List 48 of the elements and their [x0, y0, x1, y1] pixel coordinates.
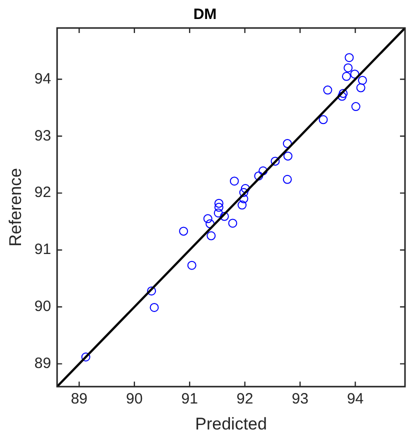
point	[239, 188, 248, 197]
point	[240, 184, 250, 194]
point	[323, 86, 332, 95]
y-tick-label: 93	[34, 127, 52, 144]
y-tick-label: 91	[34, 241, 52, 258]
point	[270, 156, 280, 166]
y-axis-title: Reference	[6, 168, 25, 247]
point	[344, 53, 354, 62]
point	[350, 70, 360, 79]
point	[344, 63, 353, 72]
point	[81, 352, 90, 362]
y-tick-label: 92	[34, 184, 52, 202]
point	[318, 115, 328, 124]
point	[187, 260, 196, 270]
point	[238, 200, 247, 210]
point	[150, 302, 159, 312]
point	[147, 286, 156, 296]
point	[220, 212, 229, 221]
y-tick-label: 89	[34, 354, 52, 372]
point	[203, 214, 212, 224]
x-tick-label: 92	[236, 390, 254, 408]
point	[338, 88, 348, 98]
point	[356, 83, 366, 92]
point	[214, 198, 224, 208]
x-tick-label: 90	[126, 390, 143, 408]
point	[342, 72, 351, 81]
point	[179, 226, 188, 236]
point	[282, 139, 292, 148]
point	[214, 208, 223, 218]
point	[283, 152, 292, 161]
x-tick-label: 89	[70, 390, 88, 408]
chart-title: DM	[193, 6, 217, 24]
y-tick-label: 94	[34, 70, 52, 88]
point	[214, 202, 224, 212]
point	[358, 76, 367, 85]
x-axis-title: Predicted	[195, 414, 267, 434]
x-tick-label: 91	[181, 390, 198, 408]
point	[228, 218, 238, 228]
x-tick-label: 93	[292, 390, 308, 408]
point	[351, 102, 360, 112]
point	[258, 166, 268, 176]
y-tick-label: 90	[34, 298, 52, 316]
point	[230, 176, 239, 186]
point	[338, 92, 347, 101]
point	[282, 174, 292, 184]
point	[254, 171, 264, 180]
point	[206, 231, 216, 240]
x-tick-label: 94	[346, 390, 364, 408]
